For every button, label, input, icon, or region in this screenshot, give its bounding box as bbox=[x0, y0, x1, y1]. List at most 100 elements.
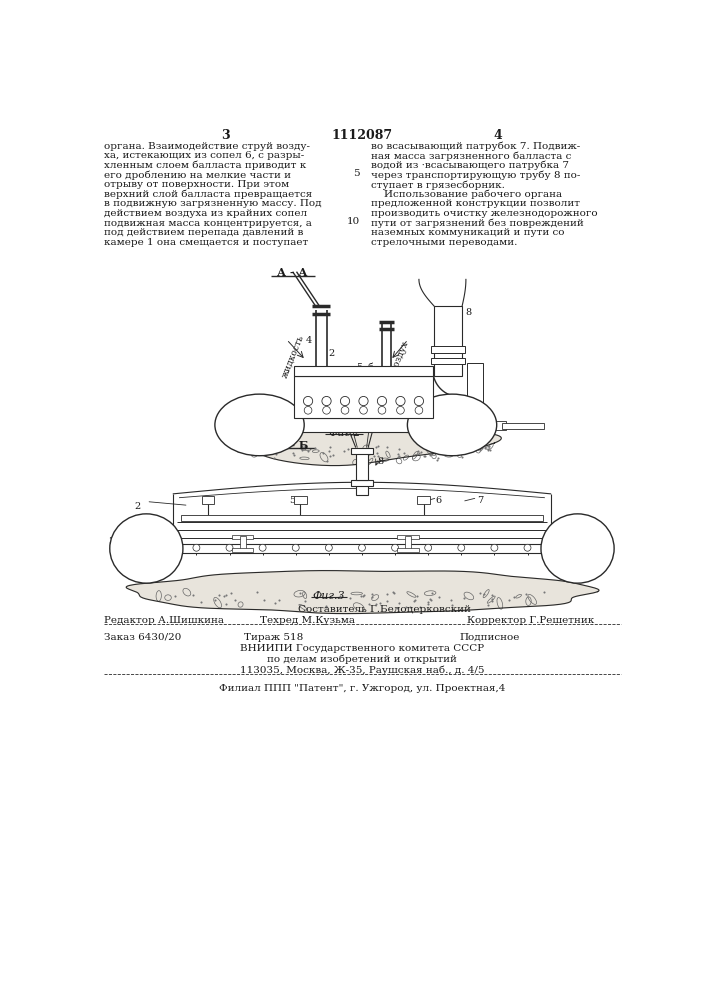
Text: 3: 3 bbox=[108, 537, 114, 546]
Text: 6: 6 bbox=[435, 496, 441, 505]
Text: Техред М.Кузьма: Техред М.Кузьма bbox=[259, 616, 354, 625]
Text: б: б bbox=[368, 363, 373, 372]
Ellipse shape bbox=[215, 394, 304, 456]
Text: верхний слой балласта превращается: верхний слой балласта превращается bbox=[104, 190, 312, 199]
Text: 3: 3 bbox=[221, 129, 230, 142]
Bar bbox=[397, 548, 419, 552]
Text: Редактор А.Шишкина: Редактор А.Шишкина bbox=[104, 616, 224, 625]
Text: ная масса загрязненного балласта с: ная масса загрязненного балласта с bbox=[371, 151, 571, 161]
Bar bbox=[294, 376, 433, 418]
Circle shape bbox=[358, 544, 366, 551]
Text: Тираж 518: Тираж 518 bbox=[244, 633, 303, 642]
Circle shape bbox=[378, 396, 387, 406]
Circle shape bbox=[397, 406, 404, 414]
Circle shape bbox=[378, 406, 386, 414]
Text: жидкость: жидкость bbox=[281, 333, 306, 379]
Text: Использование рабочего органа: Использование рабочего органа bbox=[371, 190, 562, 199]
Text: 8: 8 bbox=[378, 457, 383, 466]
Bar bbox=[351, 480, 373, 486]
Text: 5: 5 bbox=[353, 169, 360, 178]
Bar bbox=[417, 496, 430, 504]
Text: 2: 2 bbox=[135, 502, 141, 511]
Text: 113035, Москва, Ж-35, Раушская наб., д. 4/5: 113035, Москва, Ж-35, Раушская наб., д. … bbox=[240, 665, 484, 675]
Text: во всасывающий патрубок 7. Подвиж-: во всасывающий патрубок 7. Подвиж- bbox=[371, 142, 580, 151]
Bar bbox=[201, 496, 214, 504]
Text: ВНИИПИ Государственного комитета СССР: ВНИИПИ Государственного комитета СССР bbox=[240, 644, 484, 653]
Text: Б - Б: Б - Б bbox=[277, 440, 308, 451]
Text: 4: 4 bbox=[494, 129, 503, 142]
Circle shape bbox=[359, 396, 368, 406]
Text: через транспортирующую трубу 8 по-: через транспортирующую трубу 8 по- bbox=[371, 170, 580, 180]
Text: 4: 4 bbox=[305, 336, 312, 345]
Text: камере 1 она смещается и поступает: камере 1 она смещается и поступает bbox=[104, 238, 308, 247]
Bar bbox=[351, 448, 373, 454]
Bar bbox=[294, 496, 307, 504]
Text: действием воздуха из крайних сопел: действием воздуха из крайних сопел bbox=[104, 209, 307, 218]
Circle shape bbox=[193, 544, 200, 551]
Circle shape bbox=[340, 396, 350, 406]
Text: 3: 3 bbox=[225, 426, 231, 435]
Circle shape bbox=[325, 544, 332, 551]
Bar bbox=[256, 418, 472, 432]
Text: предложенной конструкции позволит: предложенной конструкции позволит bbox=[371, 199, 580, 208]
Bar bbox=[434, 306, 462, 376]
Bar bbox=[240, 536, 246, 549]
Circle shape bbox=[360, 406, 368, 414]
Text: ступает в грязесборник.: ступает в грязесборник. bbox=[371, 180, 505, 190]
Text: Фиг.2: Фиг.2 bbox=[328, 428, 361, 438]
Text: под действием перепада давлений в: под действием перепада давлений в bbox=[104, 228, 303, 237]
Circle shape bbox=[226, 544, 233, 551]
Bar bbox=[467, 363, 483, 418]
Circle shape bbox=[322, 406, 330, 414]
Text: производить очистку железнодорожного: производить очистку железнодорожного bbox=[371, 209, 598, 218]
Text: Филиал ППП "Патент", г. Ужгород, ул. Проектная,4: Филиал ППП "Патент", г. Ужгород, ул. Про… bbox=[218, 684, 505, 693]
Text: 2: 2 bbox=[329, 349, 335, 358]
Polygon shape bbox=[226, 423, 501, 466]
Text: наземных коммуникаций и пути со: наземных коммуникаций и пути со bbox=[371, 228, 565, 237]
Text: Корректор Г.Решетник: Корректор Г.Решетник bbox=[467, 616, 595, 625]
Bar bbox=[181, 515, 543, 521]
Bar bbox=[397, 535, 419, 539]
Text: 8: 8 bbox=[465, 308, 472, 317]
Circle shape bbox=[524, 544, 531, 551]
Circle shape bbox=[341, 406, 349, 414]
Circle shape bbox=[425, 544, 432, 551]
Text: Составитель Г.Белоцерковский: Составитель Г.Белоцерковский bbox=[298, 605, 471, 614]
Circle shape bbox=[303, 396, 312, 406]
Circle shape bbox=[458, 544, 464, 551]
Text: 5: 5 bbox=[288, 496, 295, 505]
Circle shape bbox=[259, 544, 266, 551]
Circle shape bbox=[491, 544, 498, 551]
Text: 10: 10 bbox=[346, 217, 360, 226]
Text: водой из ·всасывающего патрубка 7: водой из ·всасывающего патрубка 7 bbox=[371, 161, 569, 170]
Circle shape bbox=[414, 396, 423, 406]
Bar bbox=[294, 366, 433, 376]
Text: пути от загрязнений без повреждений: пути от загрязнений без повреждений bbox=[371, 219, 584, 228]
Circle shape bbox=[304, 406, 312, 414]
Bar bbox=[356, 451, 368, 480]
Text: в подвижную загрязненную массу. Под: в подвижную загрязненную массу. Под bbox=[104, 199, 322, 208]
Bar bbox=[221, 421, 259, 430]
Text: 1: 1 bbox=[267, 403, 274, 412]
Ellipse shape bbox=[110, 514, 183, 583]
Text: Фиг.3: Фиг.3 bbox=[312, 591, 345, 601]
Bar bbox=[431, 346, 465, 353]
Circle shape bbox=[392, 544, 399, 551]
Text: стрелочными переводами.: стрелочными переводами. bbox=[371, 238, 518, 247]
Text: отрыву от поверхности. При этом: отрыву от поверхности. При этом bbox=[104, 180, 289, 189]
Bar bbox=[232, 535, 253, 539]
Text: его дроблению на мелкие части и: его дроблению на мелкие части и bbox=[104, 170, 291, 180]
Bar bbox=[173, 544, 551, 553]
Circle shape bbox=[396, 396, 405, 406]
Circle shape bbox=[415, 406, 423, 414]
Text: воздух: воздух bbox=[390, 339, 411, 372]
Bar bbox=[431, 358, 465, 364]
Bar bbox=[405, 536, 411, 549]
Polygon shape bbox=[127, 571, 599, 614]
Text: 1112087: 1112087 bbox=[332, 129, 392, 142]
Bar bbox=[467, 421, 506, 430]
Ellipse shape bbox=[407, 394, 497, 456]
Ellipse shape bbox=[541, 514, 614, 583]
Text: по делам изобретений и открытий: по делам изобретений и открытий bbox=[267, 654, 457, 664]
Text: 5: 5 bbox=[356, 363, 362, 372]
